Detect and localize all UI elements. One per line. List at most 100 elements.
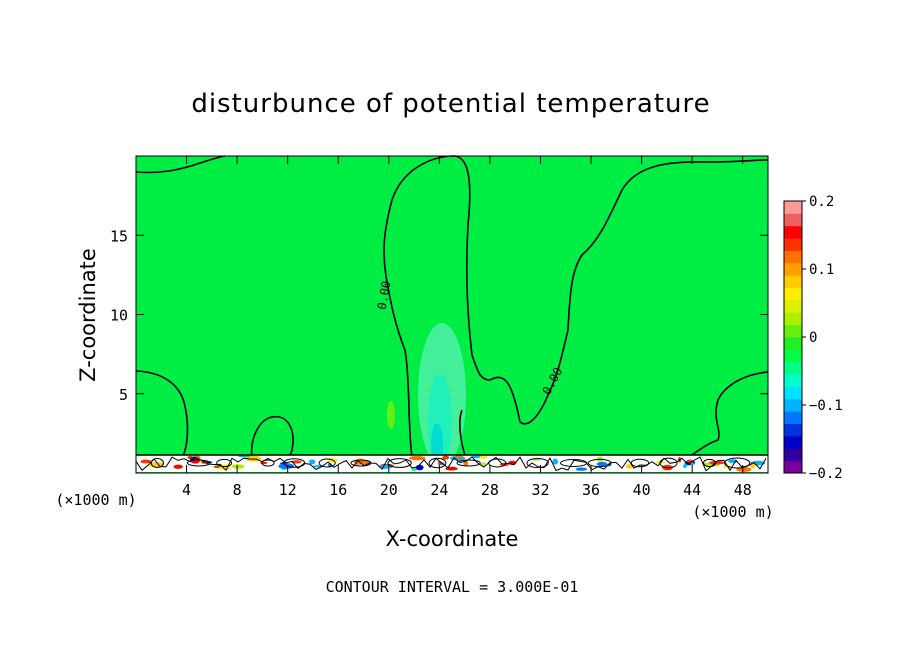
surface-patch [231, 464, 245, 469]
x-tick-label: 44 [683, 481, 701, 499]
x-unit-left: (×1000 m) [55, 491, 136, 509]
colorbar-swatch [784, 238, 802, 251]
surface-contour-loop [456, 459, 481, 467]
surface-patch [480, 462, 486, 466]
colorbar-tick-label: 0.1 [809, 262, 834, 278]
surface-patch [709, 460, 725, 465]
colorbar-swatch [784, 398, 802, 412]
chart-title: disturbunce of potential temperature [191, 89, 710, 119]
y-axis-label: Z-coordinate [76, 248, 100, 382]
surface-contour-loop [216, 458, 233, 468]
x-tick-label: 16 [329, 481, 347, 499]
contour-left-bump [135, 370, 189, 463]
contour-top-left [135, 155, 226, 174]
x-tick-label: 36 [582, 481, 600, 499]
colorbar-swatch [784, 337, 802, 350]
surface-contour-loop [350, 459, 372, 467]
x-axis: 4 8 12 16 20 24 28 32 36 40 44 48 [182, 156, 752, 499]
surface-patch [596, 461, 608, 467]
contour-label-left: 0.00 [375, 280, 394, 311]
x-tick-label: 8 [233, 481, 242, 499]
surface-contour-loop [186, 459, 211, 467]
x-axis-label: X-coordinate [386, 527, 519, 551]
colorbar-swatch [784, 201, 802, 214]
contour-right-column [489, 159, 769, 425]
surface-patch [471, 455, 481, 459]
colorbar-swatch [784, 299, 802, 313]
x-tick-label: 28 [481, 481, 499, 499]
y-axis: 5 10 15 [110, 227, 768, 404]
colorbar-swatch [784, 374, 802, 387]
colorbar-tick-label: 0.2 [809, 194, 834, 210]
colorbar-swatch [784, 225, 802, 239]
colorbar-swatch [784, 287, 802, 301]
colorbar-tick-label: −0.1 [809, 398, 843, 414]
colorbar-swatch [784, 423, 802, 437]
warm-anomaly-small [387, 401, 395, 429]
surface-patch [173, 464, 183, 469]
colorbar-swatch [784, 386, 802, 400]
contour-right-bump [689, 371, 769, 457]
x-tick-label: 12 [279, 481, 297, 499]
colorbar-swatch [784, 435, 802, 449]
x-tick-label: 4 [182, 481, 191, 499]
colorbar-swatch [784, 275, 802, 289]
x-tick-label: 40 [633, 481, 651, 499]
surface-patch [415, 464, 424, 471]
surface-contour-loop [702, 458, 717, 468]
surface-contour-loop [526, 457, 549, 469]
surface-patch [260, 461, 268, 464]
surface-contour-loop [261, 459, 275, 467]
surface-patch [140, 459, 152, 464]
surface-contour-loop [659, 457, 678, 469]
y-tick-label: 15 [110, 227, 128, 245]
x-tick-label: 24 [430, 481, 448, 499]
surface-patch [625, 464, 633, 469]
surface-patch [308, 459, 316, 465]
surface-contour-loop [150, 458, 164, 468]
surface-contour-loop [488, 458, 507, 468]
surface-contour-loop [428, 457, 447, 469]
colorbar-swatch [784, 448, 802, 462]
contour-inner-loop [459, 409, 466, 456]
surface-contour-loop [318, 458, 336, 468]
colorbar-swatch [784, 262, 802, 276]
colorbar-swatch [784, 213, 802, 227]
x-unit-right: (×1000 m) [692, 503, 773, 521]
colorbar-swatch [784, 361, 802, 375]
surface-contour-loop [283, 458, 306, 468]
colorbar-swatch [784, 312, 802, 326]
surface-layer [135, 454, 768, 473]
colorbar-tick-label: −0.2 [809, 466, 843, 482]
y-tick-label: 5 [119, 386, 128, 404]
surface-patch [690, 462, 695, 466]
x-tick-label: 32 [531, 481, 549, 499]
surface-contour-loop [587, 458, 612, 468]
surface-contour-loop [560, 459, 588, 467]
surface-patch [575, 467, 588, 471]
surface-patch [442, 455, 450, 460]
surface-patch [291, 460, 302, 464]
surface-patch [479, 455, 488, 459]
contour-central-plume [383, 155, 491, 458]
colorbar-swatch [784, 250, 802, 264]
colorbar-swatch [784, 324, 802, 338]
surface-patch [454, 455, 464, 459]
colorbar-swatch [784, 349, 802, 363]
surface-contour-loop [387, 458, 412, 468]
colorbar-swatch [784, 460, 802, 474]
surface-patch [552, 458, 558, 465]
colorbar: 0.2 0.1 0 −0.1 −0.2 [783, 194, 843, 482]
surface-patch [408, 455, 426, 461]
surface-patch [750, 463, 756, 469]
footer-contour-interval: CONTOUR INTERVAL = 3.000E-01 [326, 578, 579, 596]
plot-area: 0.00 0.00 [135, 155, 769, 474]
colorbar-swatch [784, 411, 802, 425]
x-tick-label: 48 [734, 481, 752, 499]
y-tick-label: 10 [110, 307, 128, 325]
surface-contour-loop [630, 458, 650, 468]
surface-patch [411, 467, 418, 472]
x-tick-label: 20 [380, 481, 398, 499]
surface-patch [683, 464, 687, 468]
